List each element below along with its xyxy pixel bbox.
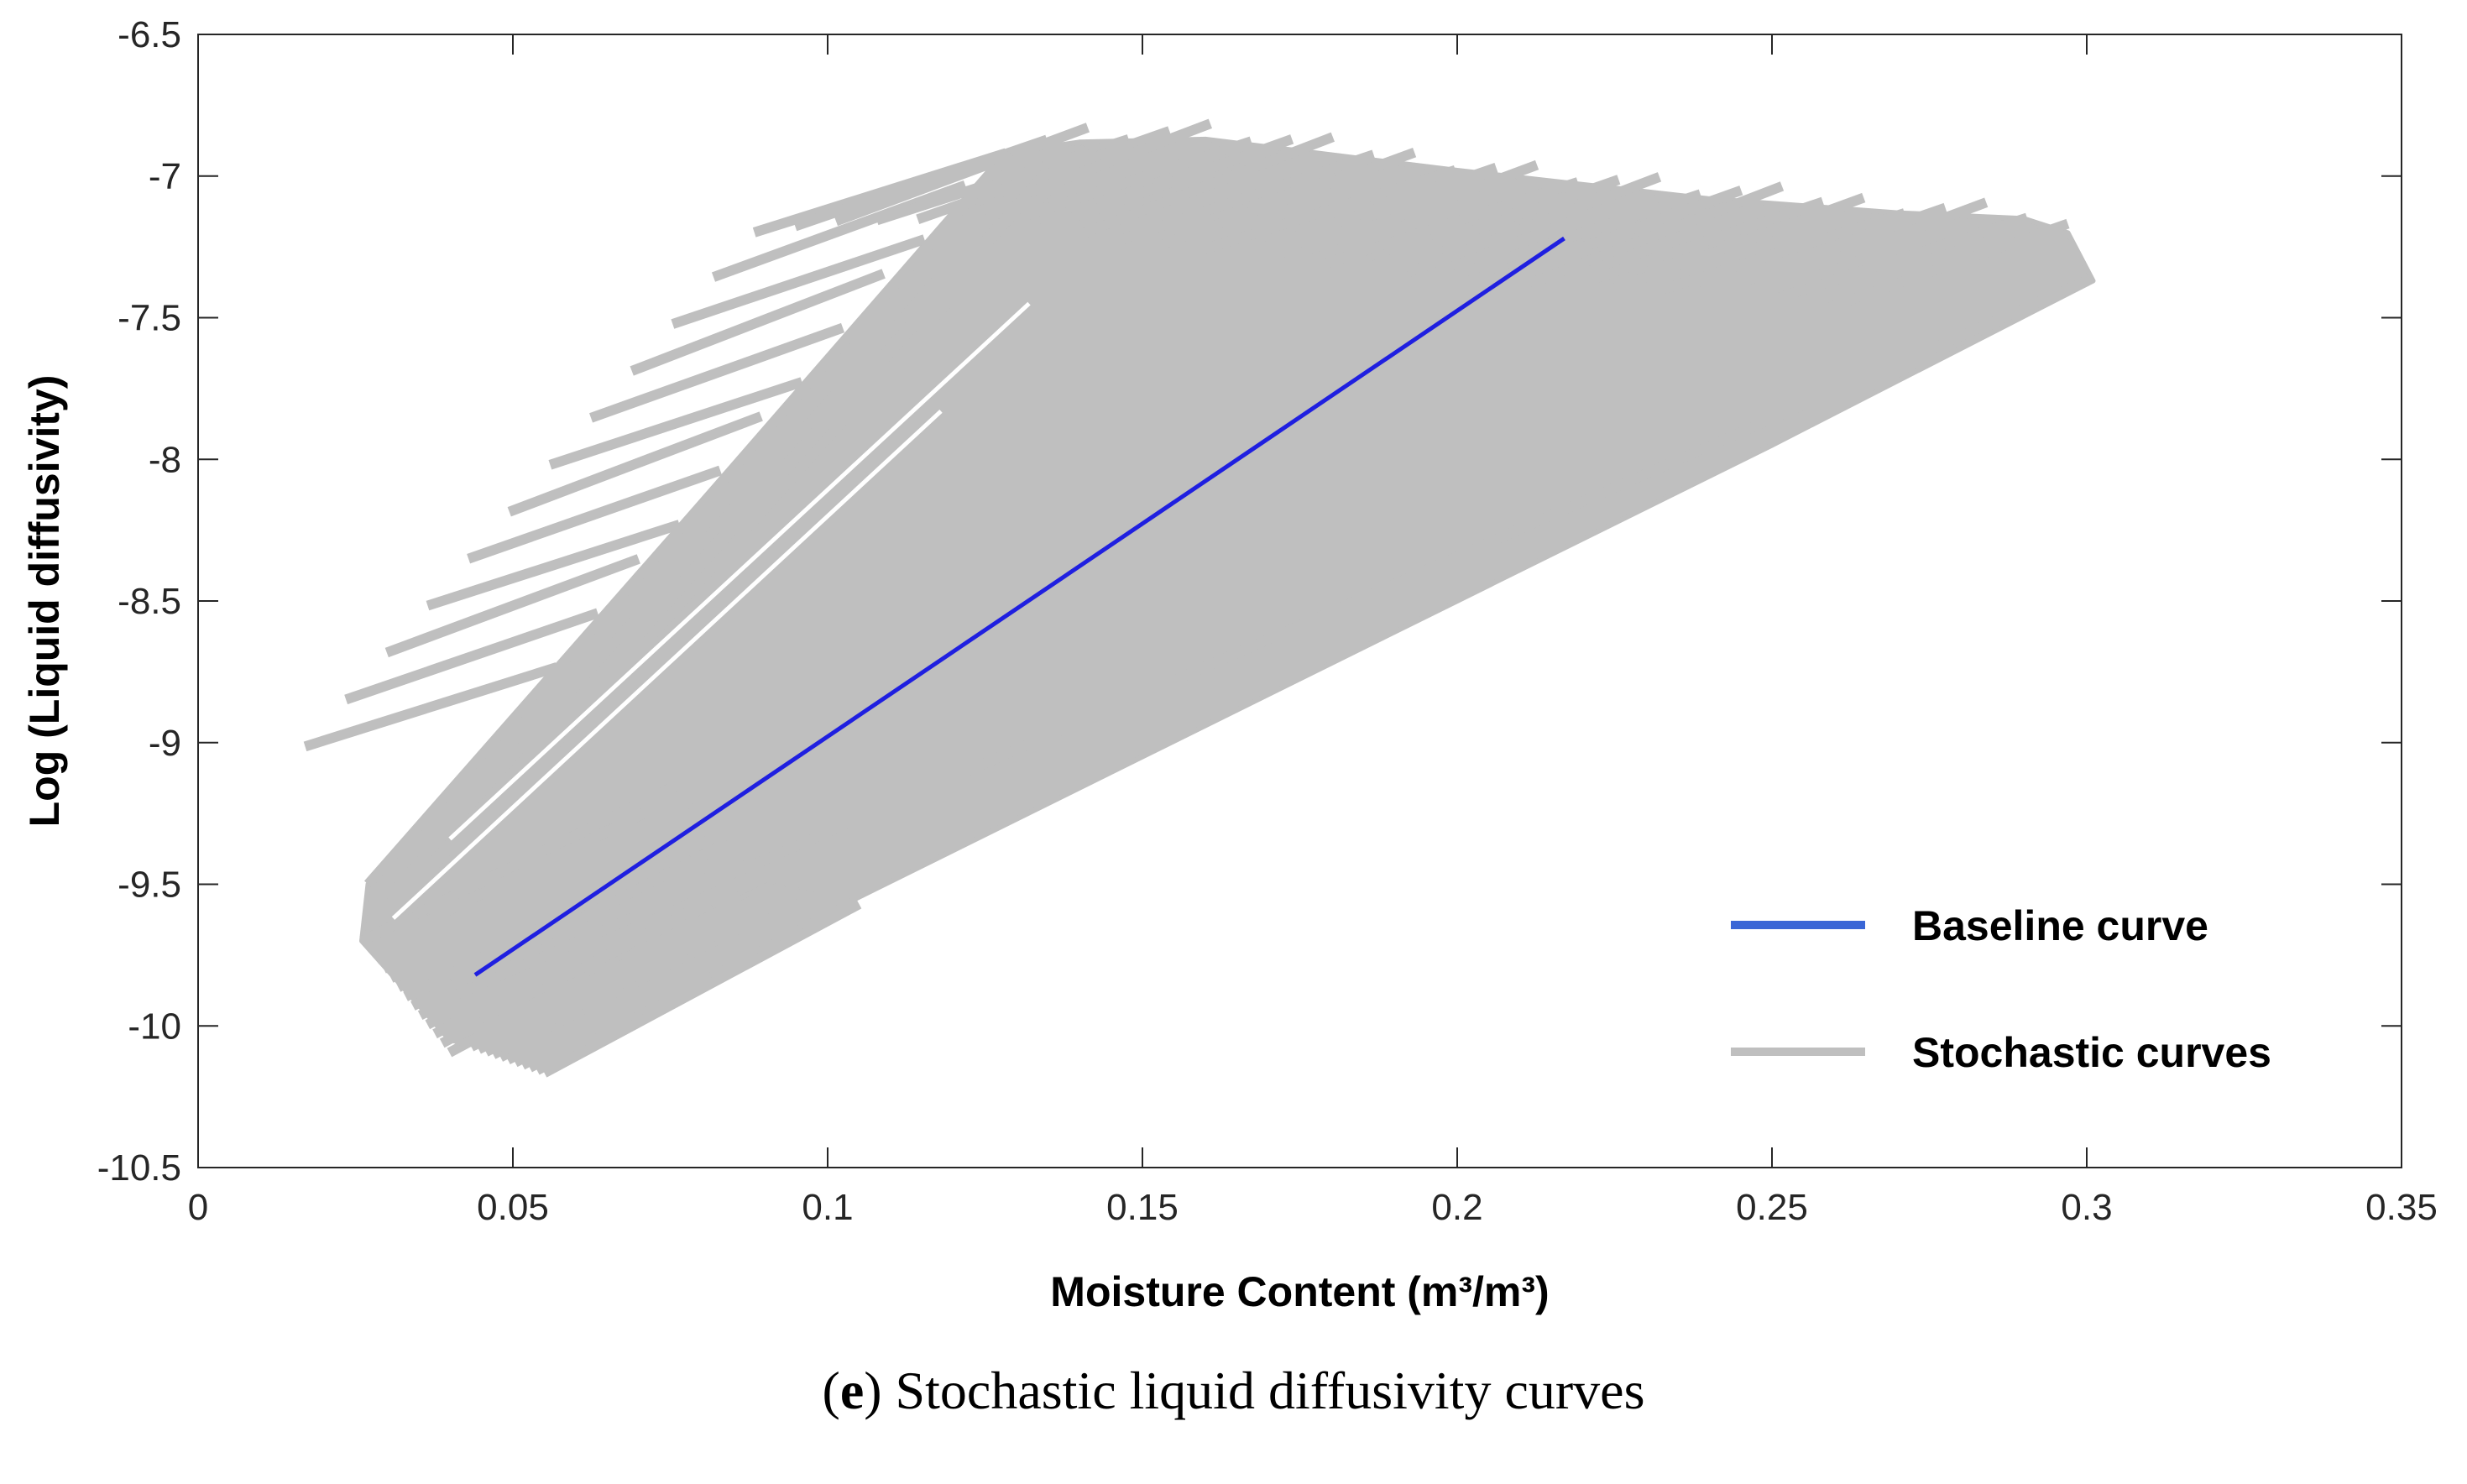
stochastic-curve — [402, 144, 1090, 917]
y-tick-label: -7.5 — [118, 298, 181, 339]
stochastic-curve — [303, 662, 559, 752]
stochastic-curve — [1569, 196, 1825, 292]
stochastic-curve — [381, 805, 701, 974]
y-tick-label: -9.5 — [118, 865, 181, 906]
stochastic-curve — [383, 158, 1046, 902]
y-tick-label: -10.5 — [97, 1147, 181, 1189]
stochastic-curve — [432, 862, 752, 1039]
stochastic-curve — [426, 520, 682, 611]
stochastic-curve — [1079, 132, 1335, 239]
legend: Baseline curve Stochastic curves — [1731, 902, 2271, 1076]
stochastic-curve — [1038, 134, 1294, 234]
stochastic-curve — [467, 465, 723, 564]
x-axis-title: Moisture Content (m³/m³) — [1050, 1268, 1549, 1315]
stochastic-curve — [589, 322, 845, 423]
stochastic-curve — [1201, 165, 1457, 254]
stochastic-curve — [541, 899, 862, 1078]
stochastic-curve — [1733, 197, 1989, 301]
stochastic-curves — [303, 118, 2096, 1078]
stochastic-curve — [1651, 208, 1906, 298]
x-tick-label: 0.1 — [802, 1187, 853, 1228]
stochastic-curve — [507, 411, 763, 517]
stochastic-curve — [1120, 149, 1376, 244]
x-tick-label: 0.35 — [2365, 1187, 2438, 1228]
stochastic-curve — [344, 608, 600, 705]
stochastic-curve — [1283, 159, 1539, 264]
x-tick-label: 0.2 — [1431, 1187, 1482, 1228]
stochastic-curve — [1774, 212, 2029, 304]
y-tick-label: -10 — [128, 1006, 181, 1047]
stochastic-curve — [1161, 148, 1417, 249]
stochastic-curve — [363, 149, 1015, 888]
stochastic-curve — [630, 269, 886, 376]
legend-label-baseline: Baseline curve — [1912, 902, 2208, 949]
legend-label-stochastic: Stochastic curves — [1912, 1029, 2271, 1076]
x-tick-label: 0.05 — [477, 1187, 549, 1228]
stochastic-curve — [1405, 172, 1662, 278]
stochastic-curve — [367, 788, 687, 955]
stochastic-curve — [1528, 181, 1785, 289]
x-tick-label: 0.3 — [2061, 1187, 2112, 1228]
y-tick-label: -9 — [149, 723, 181, 764]
stochastic-curve — [439, 870, 760, 1048]
stochastic-curve — [671, 234, 927, 329]
stochastic-curve — [1242, 162, 1498, 259]
caption-text: Stochastic liquid diffusivity curves — [895, 1361, 1645, 1420]
baseline-curve — [473, 236, 1565, 977]
figure-caption: (e) Stochastic liquid diffusivity curves — [822, 1361, 1645, 1420]
stochastic-curve — [1610, 192, 1866, 295]
stochastic-curve — [359, 780, 679, 946]
stochastic-curve — [395, 821, 716, 992]
x-tick-label: 0.15 — [1106, 1187, 1179, 1228]
stochastic-curve — [384, 554, 640, 658]
y-tick-label: -6.5 — [118, 14, 181, 55]
y-tick-label: -8 — [149, 439, 181, 480]
stochastic-curve — [997, 136, 1253, 229]
x-tick-label: 0.25 — [1736, 1187, 1808, 1228]
stochastic-curve — [1814, 218, 2070, 317]
x-tick-label: 0 — [188, 1187, 208, 1228]
stochastic-curve — [410, 838, 730, 1011]
stochastic-curve — [834, 123, 1090, 227]
x-axis: 0 0.05 0.1 0.15 0.2 0.25 0.3 0.35 — [188, 34, 2438, 1228]
stochastic-curve — [1446, 189, 1702, 282]
stochastic-curve — [447, 276, 2089, 1002]
stochastic-curve — [389, 813, 708, 983]
stochastic-curve — [1365, 175, 1621, 273]
stochastic-curve — [1487, 186, 1743, 285]
stochastic-gap — [391, 410, 943, 920]
stochastic-curve — [548, 377, 804, 470]
y-tick-label: -8.5 — [118, 581, 181, 622]
y-tick-label: -7 — [149, 156, 181, 197]
caption-letter: e — [839, 1361, 865, 1420]
y-axis-title: Log (Liquid diffusivity) — [21, 375, 68, 828]
stochastic-gap — [448, 301, 1031, 841]
stochastic-curve — [1691, 202, 1947, 300]
y-axis: -6.5 -7 -7.5 -8 -8.5 -9 -9.5 -10 -10.5 — [97, 14, 2402, 1189]
baseline-line — [473, 236, 1565, 977]
stochastic-curve — [1324, 177, 1580, 269]
stochastic-curve — [374, 797, 694, 964]
